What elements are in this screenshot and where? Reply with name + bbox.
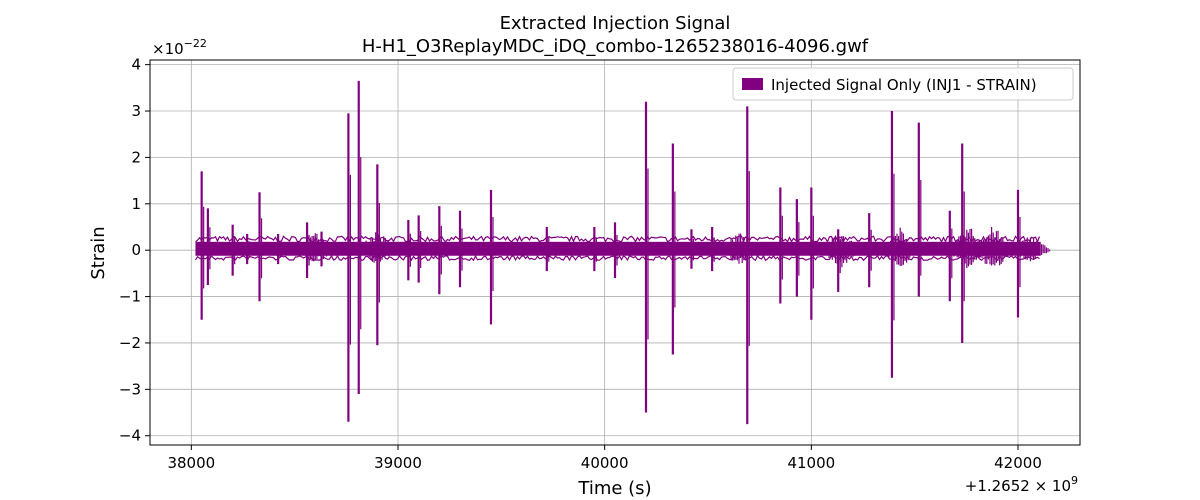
chart-title-line-1: Extracted Injection Signal	[500, 13, 731, 34]
series-layer	[194, 80, 1051, 425]
y-tick-label: 0	[131, 241, 141, 259]
y-multiplier: ×10−22	[152, 37, 207, 58]
x-axis-label: Time (s)	[577, 478, 651, 499]
x-tick-label: 38000	[167, 454, 215, 472]
x-tick-label: 40000	[581, 454, 629, 472]
y-tick-label: −3	[119, 380, 141, 398]
legend-entry: Injected Signal Only (INJ1 - STRAIN)	[771, 76, 1037, 94]
y-tick-label: 1	[131, 195, 141, 213]
noise-burst	[1010, 237, 1051, 262]
x-offset-exp: 9	[1071, 474, 1078, 487]
y-tick-label: 2	[131, 148, 141, 166]
x-tick-label: 41000	[787, 454, 835, 472]
legend: Injected Signal Only (INJ1 - STRAIN)	[732, 67, 1074, 101]
y-axis-label: Strain	[88, 226, 109, 279]
noise-burst	[719, 233, 759, 264]
ticks: 38000 39000 40000 41000 42000 −4 −3 −2 −1 0 1 2 3 4	[119, 56, 1042, 472]
y-tick-label: −4	[119, 427, 141, 445]
x-offset-base: +1.2652 × 10	[965, 477, 1071, 495]
y-tick-label: 4	[131, 56, 141, 74]
x-offset: +1.2652 × 109	[965, 474, 1078, 495]
noise-burst	[973, 227, 1013, 266]
legend-box	[732, 67, 1074, 101]
y-multiplier-base: ×10	[152, 40, 184, 58]
y-tick-label: 3	[131, 102, 141, 120]
plot-frame	[149, 59, 1081, 446]
y-tick-label: −1	[119, 288, 141, 306]
y-tick-label: −2	[119, 334, 141, 352]
y-multiplier-exp: −22	[184, 37, 207, 50]
x-tick-label: 39000	[374, 454, 422, 472]
legend-swatch	[742, 78, 763, 90]
chart-title-line-2: H-H1_O3ReplayMDC_iDQ_combo-1265238016-40…	[362, 36, 869, 57]
x-tick-label: 42000	[994, 454, 1042, 472]
